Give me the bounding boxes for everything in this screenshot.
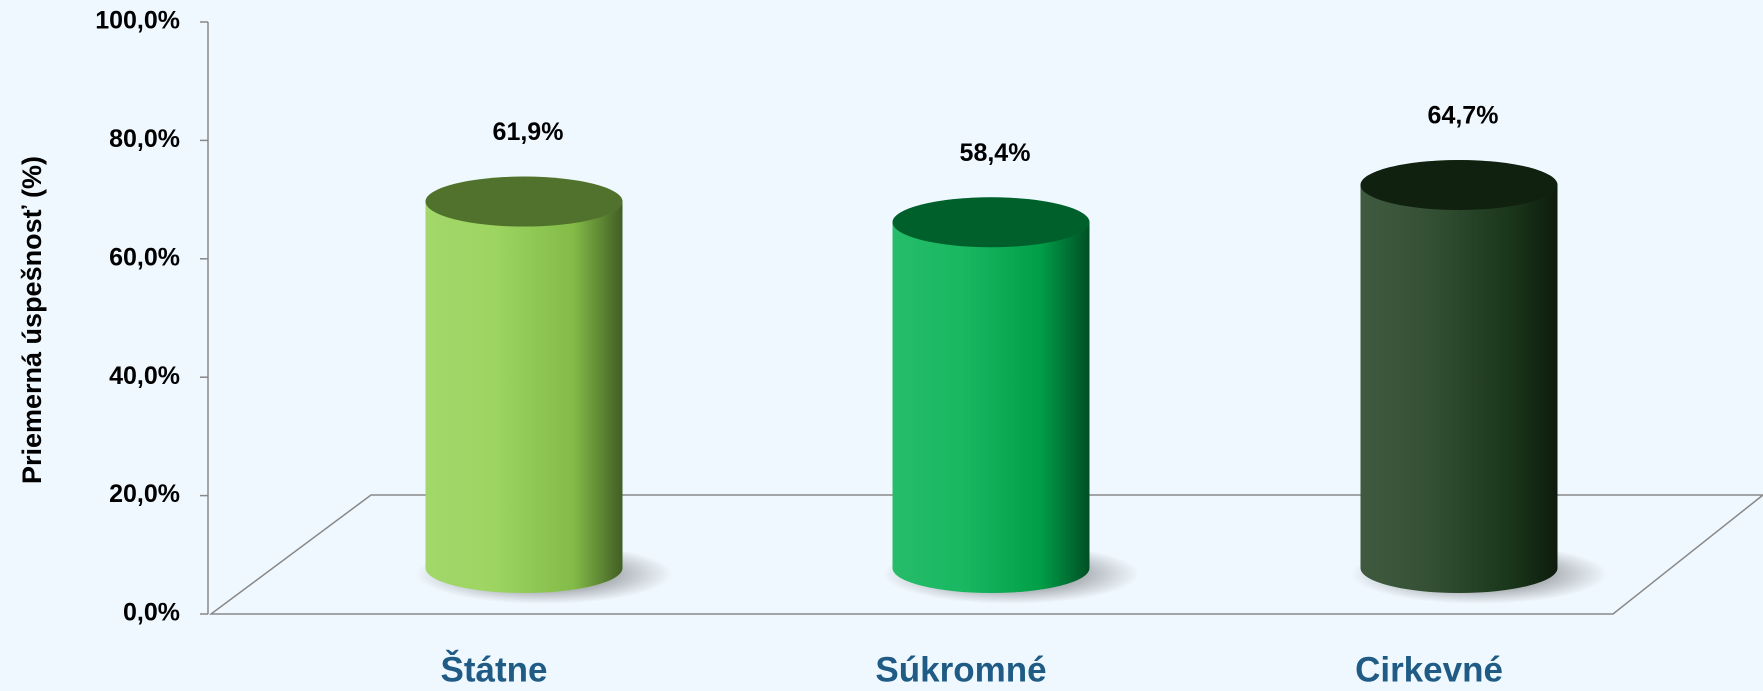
bar-top-shade [425,176,623,227]
bar-shade [1360,184,1558,568]
bar-shade [892,222,1090,568]
y-tick-label: 40,0% [109,362,180,390]
y-tick-label: 80,0% [109,125,180,153]
x-tick-label: Cirkevné [1355,650,1503,689]
y-axis-label: Priemerná úspešnosť (%) [17,156,47,484]
value-label: 61,9% [493,118,564,146]
bar-top-shade [1360,159,1558,210]
value-label: 58,4% [960,139,1031,167]
x-tick-label: Súkromné [875,650,1046,689]
bar-top [1360,159,1558,210]
bar-top [425,176,623,227]
bar-shade [425,201,623,568]
y-tick-label: 0,0% [123,599,180,627]
x-tick-label: Štátne [441,649,548,689]
y-tick-label: 20,0% [109,480,180,508]
bar-top [892,197,1090,248]
y-tick-label: 100,0% [95,7,180,35]
y-tick-label: 60,0% [109,243,180,271]
bar-top-shade [892,197,1090,248]
value-label: 64,7% [1428,102,1499,130]
